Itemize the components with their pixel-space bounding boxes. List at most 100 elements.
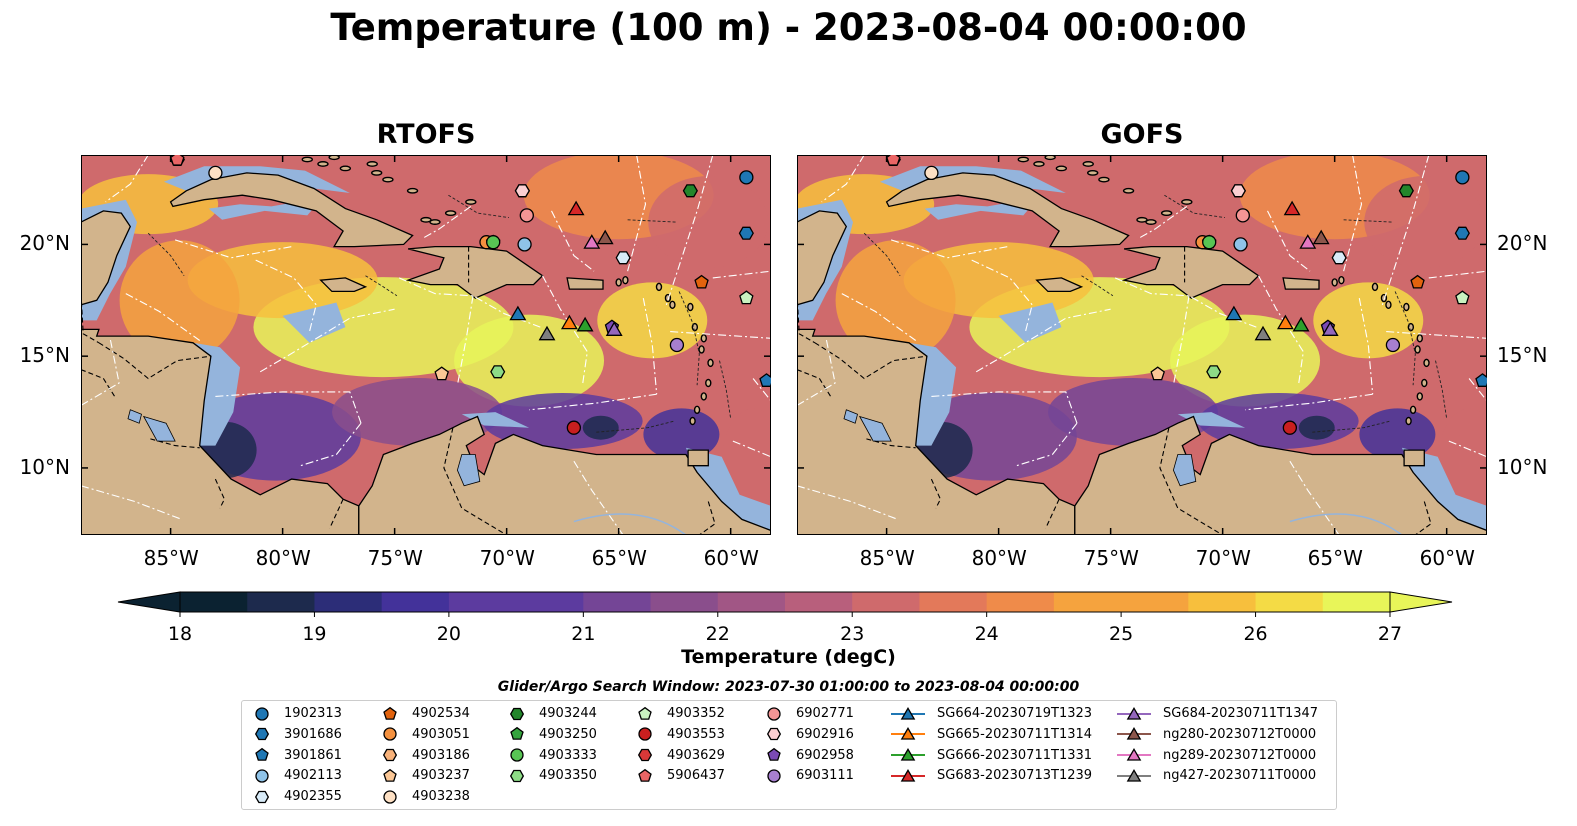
legend-marker: [766, 728, 782, 741]
legend-item: 4902355: [252, 787, 342, 807]
temperature-field-patch: [1364, 176, 1485, 269]
antilles-island: [700, 392, 707, 401]
legend-item: 4903553: [635, 725, 725, 745]
land-jam: [319, 277, 368, 293]
marker-4903237: [1150, 366, 1165, 381]
legend-marker: [1117, 727, 1151, 740]
legend-label: 4903244: [539, 706, 597, 721]
antilles-island: [698, 345, 705, 354]
colorbar-tick-label: 25: [1109, 623, 1133, 645]
land-jam: [1035, 277, 1084, 293]
marker-ng289-20230712T0000: [1299, 234, 1317, 249]
marker-6903111: [669, 337, 685, 353]
lon-tick-rtofs: 70°W: [479, 546, 535, 570]
legend-item: ng280-20230712T0000: [1117, 725, 1316, 745]
legend-marker: [1117, 748, 1151, 761]
colorbar-tick-label: 26: [1243, 623, 1267, 645]
temperature-field-patch: [1359, 408, 1436, 461]
eez-boundary: [712, 270, 771, 279]
eez-boundary: [1343, 155, 1363, 272]
country-border: [329, 498, 344, 529]
bathymetry-contour: [147, 232, 185, 276]
marker-4903244: [682, 184, 698, 198]
eez-boundary: [797, 338, 836, 406]
legend-label: 4903553: [667, 726, 725, 742]
legend-marker: [891, 727, 925, 740]
lon-tick-gofs: 65°W: [1307, 546, 1363, 570]
marker-SG683-20230713T1239: [567, 200, 585, 216]
marker-4902534: [1410, 274, 1425, 289]
legend-item: 3901861: [252, 746, 342, 766]
bathymetry-contour: [1081, 275, 1114, 297]
legend-label: SG664-20230719T1323: [937, 706, 1093, 721]
marker-6902771: [1235, 208, 1250, 223]
antilles-island: [705, 378, 712, 388]
antilles-island: [1403, 302, 1410, 312]
temperature-field-patch: [582, 415, 619, 440]
legend-item: 5906437: [635, 766, 725, 786]
country-border: [1045, 498, 1060, 529]
marker-1902313: [1455, 170, 1470, 185]
legend-marker: [254, 728, 270, 741]
antilles-island: [1421, 378, 1428, 388]
lake: [456, 454, 481, 487]
eez-boundary: [821, 155, 865, 203]
lon-tick-rtofs: 75°W: [367, 546, 423, 570]
bathymetry-contour: [863, 232, 901, 276]
marker-5906437: [170, 155, 185, 166]
lon-tick-gofs: 75°W: [1083, 546, 1139, 570]
legend-marker: [891, 748, 925, 761]
lon-tick-rtofs: 60°W: [703, 546, 759, 570]
bahamas-island: [1033, 161, 1045, 167]
legend-label: 6903111: [796, 768, 854, 784]
legend-marker: [638, 727, 652, 741]
marker-4903352: [739, 290, 754, 305]
bahamas-island: [444, 210, 457, 217]
bathymetry-contour: [1312, 420, 1391, 433]
bahamas-island: [382, 176, 394, 183]
temperature-colorbar: 18 19 20 21 22 23 24 25 26 27: [117, 591, 1453, 645]
lon-tick-rtofs: 85°W: [143, 546, 199, 570]
legend-marker: [509, 769, 525, 783]
lon-tick-rtofs: 80°W: [255, 546, 311, 570]
legend-label: 6902958: [796, 747, 854, 763]
eez-boundary: [125, 293, 201, 341]
antilles-island: [707, 358, 714, 368]
land-south: [358, 415, 771, 535]
eez-boundary: [841, 293, 917, 341]
legend-item: SG683-20230713T1239: [891, 766, 1092, 786]
legend-item: 6902771: [764, 704, 854, 724]
lake: [142, 415, 176, 442]
bahamas-island: [366, 161, 378, 167]
map-frame: [797, 155, 1487, 535]
continental-shelf: [461, 412, 530, 428]
marker-ng427-20230711T0000: [538, 325, 556, 341]
eez-boundary: [670, 331, 771, 339]
legend-label: 6902916: [796, 726, 854, 742]
legend-label: ng289-20230712T0000: [1163, 747, 1317, 763]
legend-label: ng280-20230712T0000: [1163, 726, 1317, 742]
country-border: [150, 438, 200, 449]
marker-6903111: [1385, 337, 1401, 353]
country-border: [81, 369, 116, 397]
antilles-island: [615, 278, 622, 287]
panel-title-gofs: GOFS: [1100, 119, 1184, 150]
legend-item: 4902113: [252, 766, 342, 786]
bahamas-island: [465, 199, 477, 205]
bathymetry-contour: [1164, 194, 1225, 219]
bahamas-island: [1145, 219, 1157, 225]
land-yuc: [81, 210, 132, 306]
country-border: [797, 369, 832, 397]
antilles-island: [669, 300, 676, 309]
legend-marker: [891, 768, 925, 782]
lake: [843, 409, 858, 424]
marker-ng280-20230712T0000: [596, 229, 614, 245]
legend-marker: [510, 748, 524, 762]
eez-boundary: [551, 210, 595, 272]
colorbar-segment: [1322, 592, 1391, 612]
bahamas-island: [339, 165, 352, 172]
lon-tick-gofs: 85°W: [859, 546, 915, 570]
eez-boundary: [1016, 422, 1078, 467]
colorbar-segment: [717, 592, 786, 612]
land-pr: [566, 277, 604, 290]
